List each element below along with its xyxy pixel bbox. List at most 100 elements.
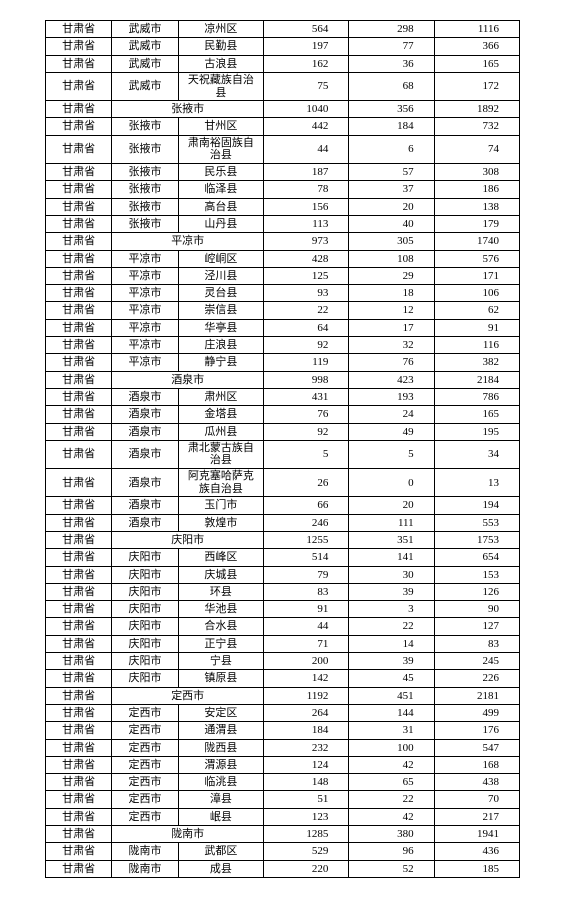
table-cell: 武威市 [112,21,178,38]
table-cell: 126 [434,583,519,600]
table-cell: 渭源县 [178,756,263,773]
table-row: 甘肃省庆阳市宁县20039245 [46,653,520,670]
table-cell: 75 [264,72,349,100]
table-cell: 定西市 [112,756,178,773]
table-cell: 176 [434,722,519,739]
table-cell: 93 [264,285,349,302]
table-cell: 庆阳市 [112,566,178,583]
table-cell: 5 [264,440,349,468]
table-cell: 甘肃省 [46,55,112,72]
table-row: 甘肃省平凉市灵台县9318106 [46,285,520,302]
data-table: 甘肃省武威市凉州区5642981116甘肃省武威市民勤县19777366甘肃省武… [45,20,520,878]
table-cell: 76 [264,406,349,423]
table-cell: 165 [434,406,519,423]
table-cell: 431 [264,388,349,405]
table-cell: 酒泉市 [112,440,178,468]
table-cell: 西峰区 [178,549,263,566]
table-cell: 564 [264,21,349,38]
table-cell: 246 [264,514,349,531]
table-cell: 华池县 [178,601,263,618]
table-cell: 185 [434,860,519,877]
table-cell: 酒泉市 [112,406,178,423]
table-cell: 陇南市 [112,843,178,860]
table-cell: 45 [349,670,434,687]
table-row: 甘肃省庆阳市华池县91390 [46,601,520,618]
table-cell: 酒泉市 [112,514,178,531]
table-cell: 1753 [434,531,519,548]
table-cell: 49 [349,423,434,440]
table-cell: 甘肃省 [46,601,112,618]
table-cell: 26 [264,469,349,497]
table-cell: 79 [264,566,349,583]
table-cell: 351 [349,531,434,548]
table-cell: 83 [264,583,349,600]
table-cell: 庆阳市 [112,653,178,670]
table-cell: 甘肃省 [46,21,112,38]
table-cell: 62 [434,302,519,319]
table-cell: 200 [264,653,349,670]
table-cell: 正宁县 [178,635,263,652]
table-cell: 44 [264,618,349,635]
table-cell: 184 [264,722,349,739]
table-cell: 山丹县 [178,215,263,232]
table-cell: 酒泉市 [112,423,178,440]
table-cell: 83 [434,635,519,652]
table-cell: 264 [264,704,349,721]
table-cell: 甘肃省 [46,687,112,704]
table-cell: 酒泉市 [112,371,264,388]
table-cell: 阿克塞哈萨克族自治县 [178,469,263,497]
table-row: 甘肃省平凉市9733051740 [46,233,520,250]
table-cell: 张掖市 [112,181,178,198]
table-cell: 甘肃省 [46,860,112,877]
table-cell: 酒泉市 [112,469,178,497]
table-cell: 甘肃省 [46,181,112,198]
table-cell: 52 [349,860,434,877]
table-cell: 32 [349,337,434,354]
table-cell: 786 [434,388,519,405]
table-cell: 187 [264,164,349,181]
table-cell: 232 [264,739,349,756]
table-cell: 甘肃省 [46,423,112,440]
table-row: 甘肃省平凉市庄浪县9232116 [46,337,520,354]
table-cell: 24 [349,406,434,423]
table-cell: 90 [434,601,519,618]
table-cell: 148 [264,774,349,791]
table-cell: 529 [264,843,349,860]
table-cell: 武威市 [112,38,178,55]
table-cell: 998 [264,371,349,388]
table-row: 甘肃省武威市古浪县16236165 [46,55,520,72]
table-cell: 18 [349,285,434,302]
table-cell: 甘肃省 [46,774,112,791]
table-cell: 71 [264,635,349,652]
table-cell: 甘肃省 [46,101,112,118]
table-cell: 106 [434,285,519,302]
table-cell: 123 [264,808,349,825]
table-cell: 平凉市 [112,233,264,250]
table-cell: 194 [434,497,519,514]
table-cell: 74 [434,135,519,163]
table-cell: 217 [434,808,519,825]
table-cell: 张掖市 [112,118,178,135]
table-cell: 甘肃省 [46,469,112,497]
table-row: 甘肃省定西市岷县12342217 [46,808,520,825]
table-cell: 108 [349,250,434,267]
table-cell: 547 [434,739,519,756]
table-cell: 张掖市 [112,215,178,232]
table-cell: 186 [434,181,519,198]
table-cell: 甘肃省 [46,843,112,860]
table-cell: 甘肃省 [46,371,112,388]
table-cell: 民勤县 [178,38,263,55]
table-cell: 179 [434,215,519,232]
table-cell: 42 [349,756,434,773]
table-row: 甘肃省定西市渭源县12442168 [46,756,520,773]
table-cell: 甘肃省 [46,756,112,773]
table-cell: 庄浪县 [178,337,263,354]
table-cell: 甘肃省 [46,739,112,756]
table-cell: 91 [434,319,519,336]
table-cell: 451 [349,687,434,704]
table-cell: 308 [434,164,519,181]
table-cell: 高台县 [178,198,263,215]
table-cell: 193 [349,388,434,405]
table-cell: 30 [349,566,434,583]
table-cell: 甘肃省 [46,198,112,215]
